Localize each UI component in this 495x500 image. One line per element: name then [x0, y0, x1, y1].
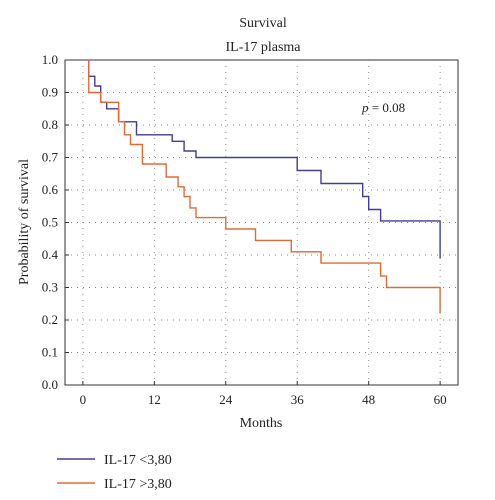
y-tick-label: 0.7: [42, 150, 59, 165]
x-tick-label: 60: [434, 392, 447, 407]
y-tick-label: 0.0: [42, 377, 58, 392]
series-line-2: [88, 60, 441, 314]
p-value-annotation: p = 0.08: [361, 100, 405, 115]
y-tick-label: 0.5: [42, 215, 58, 230]
y-axis-label: Probability of survival: [17, 159, 32, 285]
y-axis-ticks: 0.0 0.1 0.2 0.3 0.4 0.5 0.6 0.7 0.8 0.9 1.0: [42, 52, 69, 392]
y-tick-label: 0.9: [42, 85, 58, 100]
chart-title: Survival: [239, 16, 287, 31]
y-tick-label: 0.4: [42, 247, 59, 262]
x-tick-label: 48: [362, 392, 375, 407]
y-tick-label: 0.8: [42, 117, 58, 132]
y-tick-label: 0.6: [42, 182, 59, 197]
p-value-text: = 0.08: [369, 100, 406, 115]
y-tick-label: 0.2: [42, 312, 58, 327]
x-tick-label: 0: [80, 392, 87, 407]
x-axis-label: Months: [240, 416, 283, 431]
legend-label-series-1: IL-17 <3,80: [104, 453, 172, 468]
y-tick-label: 0.3: [42, 280, 58, 295]
x-tick-label: 36: [291, 392, 305, 407]
p-value-italic: p: [361, 100, 369, 115]
legend-label-series-2: IL-17 >3,80: [104, 477, 172, 492]
series-lines: [88, 60, 441, 314]
y-tick-label: 1.0: [42, 52, 58, 67]
x-tick-label: 12: [148, 392, 161, 407]
grid-lines: [65, 60, 458, 385]
x-axis-ticks: 0 12 24 36 48 60: [80, 381, 447, 407]
legend: IL-17 <3,80 IL-17 >3,80: [57, 453, 172, 492]
chart-subtitle: IL-17 plasma: [225, 40, 301, 55]
series-line-1: [88, 60, 441, 259]
x-tick-label: 24: [219, 392, 233, 407]
y-tick-label: 0.1: [42, 345, 58, 360]
